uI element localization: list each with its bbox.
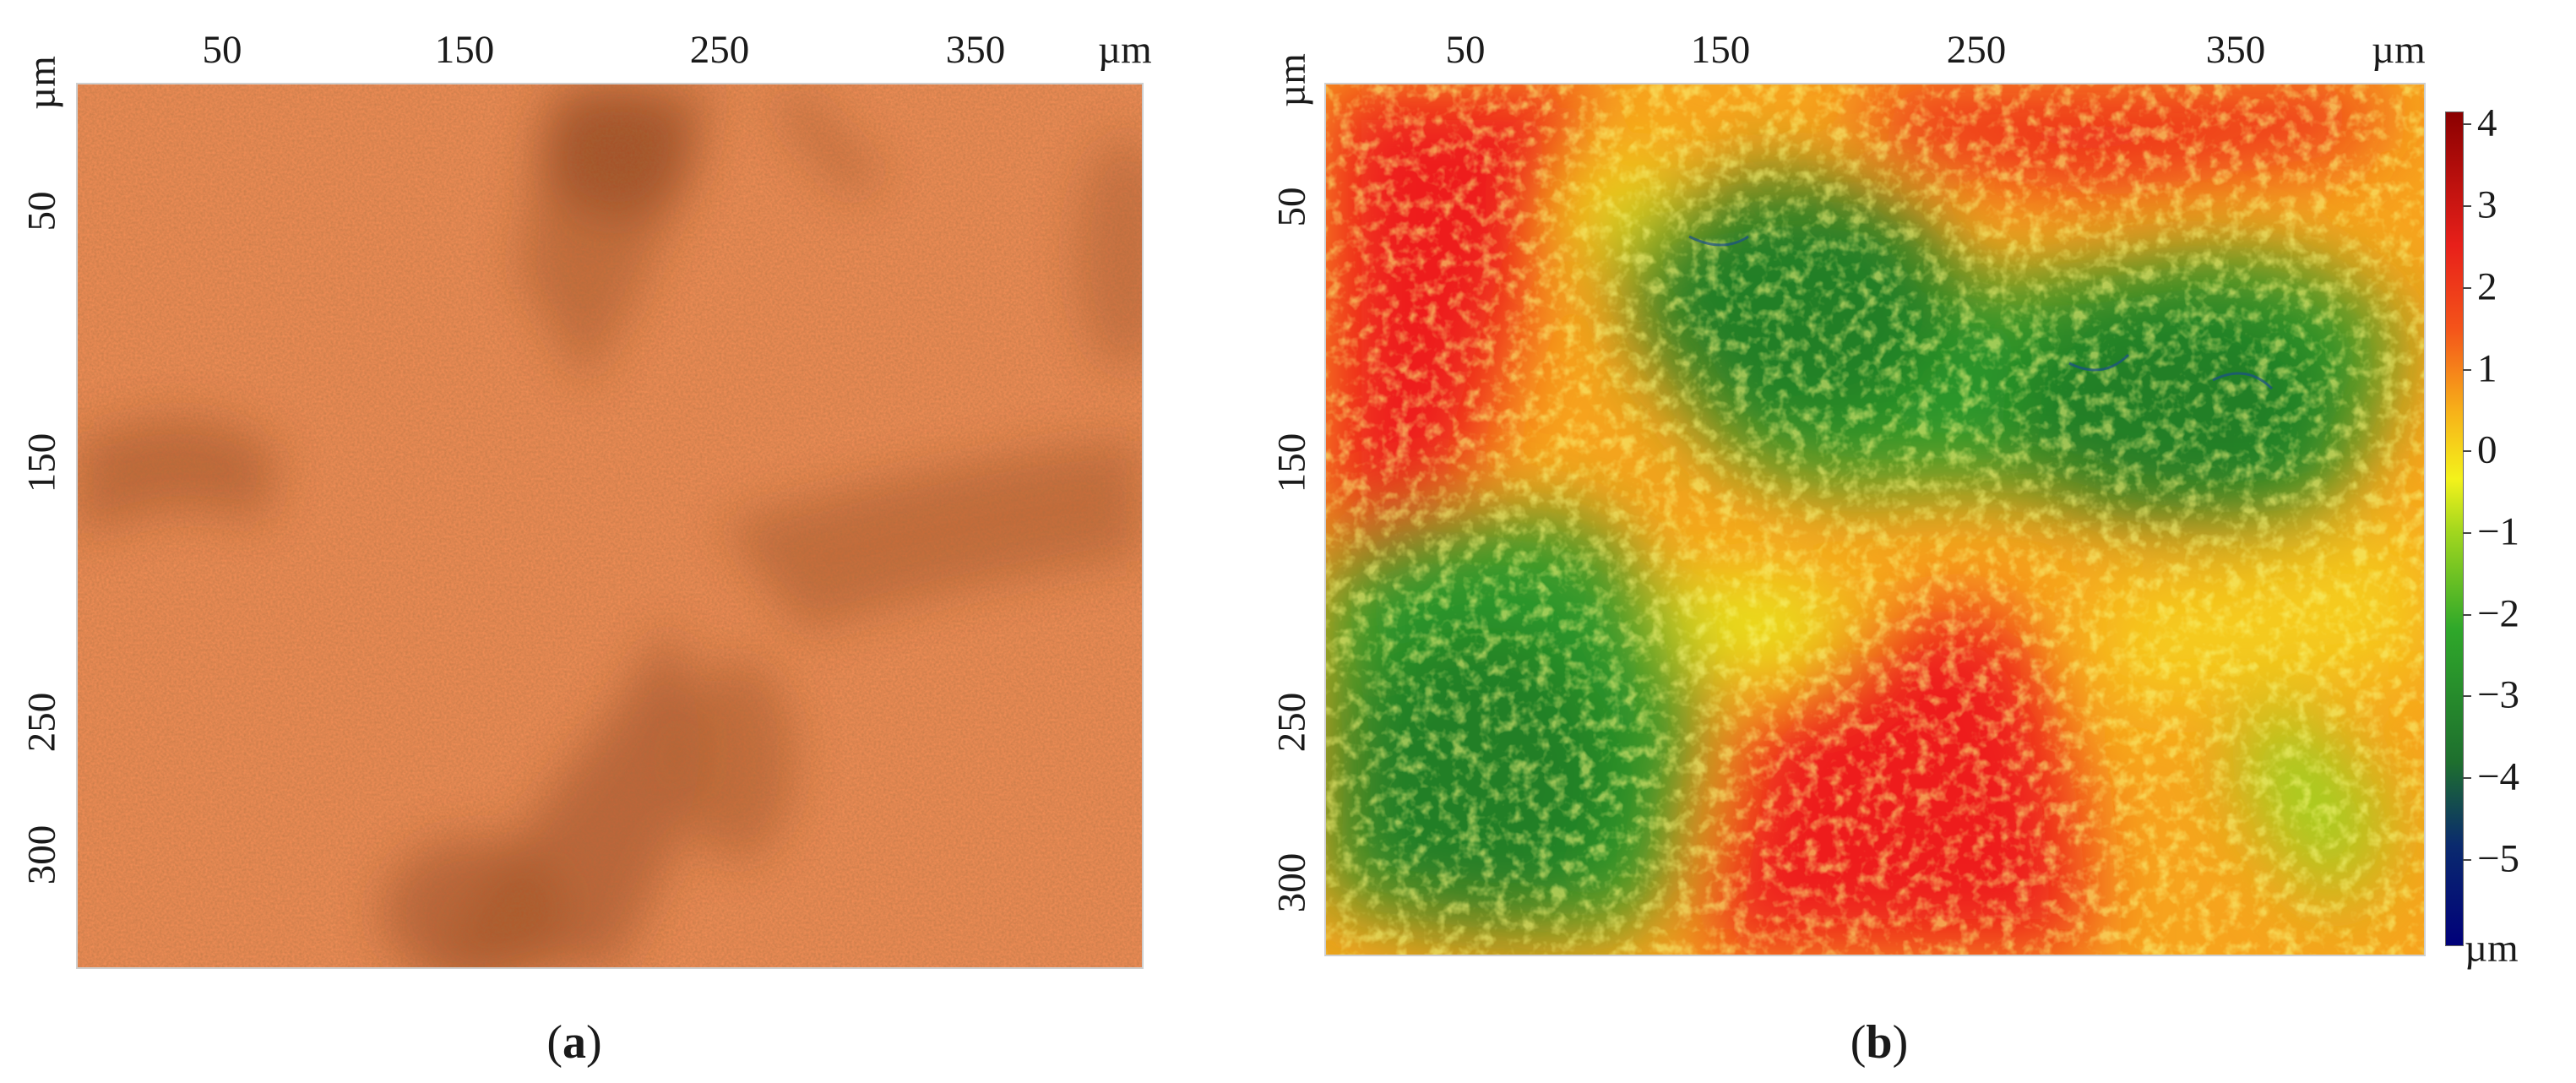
panel-a-y-tick: 300 xyxy=(19,824,64,885)
panel-a-y-tick: 250 xyxy=(19,692,64,753)
panel-a-y-unit: µm xyxy=(19,56,64,110)
panel-a-y-tick: 50 xyxy=(19,191,64,231)
colorbar-tick: −3 xyxy=(2477,672,2520,717)
panel-a-x-tick: 50 xyxy=(202,28,242,72)
panel-b-x-tick: 150 xyxy=(1690,28,1751,72)
panel-b-y-tick: 50 xyxy=(1269,187,1314,227)
panel-a-x-tick: 350 xyxy=(945,28,1006,72)
colorbar-tick-mark xyxy=(2463,369,2471,371)
panel-b-x-tick: 350 xyxy=(2205,28,2266,72)
colorbar-tick-mark xyxy=(2463,123,2471,125)
panel-a-x-tick: 250 xyxy=(689,28,750,72)
panel-b-x-tick: 50 xyxy=(1445,28,1486,72)
colorbar-tick-mark xyxy=(2463,695,2471,697)
panel-a-caption: (a) xyxy=(546,1016,602,1069)
colorbar-tick: 3 xyxy=(2477,182,2497,227)
colorbar-tick: −2 xyxy=(2477,591,2520,636)
colorbar-unit: µm xyxy=(2465,926,2519,971)
panel-b-y-tick: 300 xyxy=(1269,852,1314,913)
surface-micrograph-image xyxy=(76,83,1144,969)
colorbar-tick-mark xyxy=(2463,287,2471,289)
panel-a-x-unit: µm xyxy=(1098,28,1152,72)
colorbar-tick-mark xyxy=(2463,532,2471,534)
panel-b-x-tick: 250 xyxy=(1946,28,2007,72)
colorbar-tick-mark xyxy=(2463,777,2471,779)
panel-b-y-tick: 250 xyxy=(1269,692,1314,753)
panel-b-y-unit: µm xyxy=(1269,53,1314,107)
height-map-image xyxy=(1324,83,2426,956)
colorbar-tick: 0 xyxy=(2477,427,2497,472)
panel-b-caption: (b) xyxy=(1850,1016,1909,1069)
colorbar-tick: −1 xyxy=(2477,509,2520,554)
panel-a-y-tick: 150 xyxy=(19,433,64,493)
panel-a-x-tick: 150 xyxy=(434,28,495,72)
colorbar-tick-mark xyxy=(2463,450,2471,452)
panel-b-x-unit: µm xyxy=(2372,28,2426,72)
colorbar-tick-mark xyxy=(2463,859,2471,861)
panel-b-y-tick: 150 xyxy=(1269,433,1314,493)
colorbar xyxy=(2445,112,2464,946)
colorbar-tick-mark xyxy=(2463,614,2471,616)
colorbar-tick-mark xyxy=(2463,205,2471,207)
colorbar-tick: −4 xyxy=(2477,754,2520,799)
colorbar-tick: −5 xyxy=(2477,836,2520,881)
colorbar-tick: 2 xyxy=(2477,264,2497,309)
colorbar-tick: 4 xyxy=(2477,101,2497,145)
colorbar-tick: 1 xyxy=(2477,346,2497,391)
